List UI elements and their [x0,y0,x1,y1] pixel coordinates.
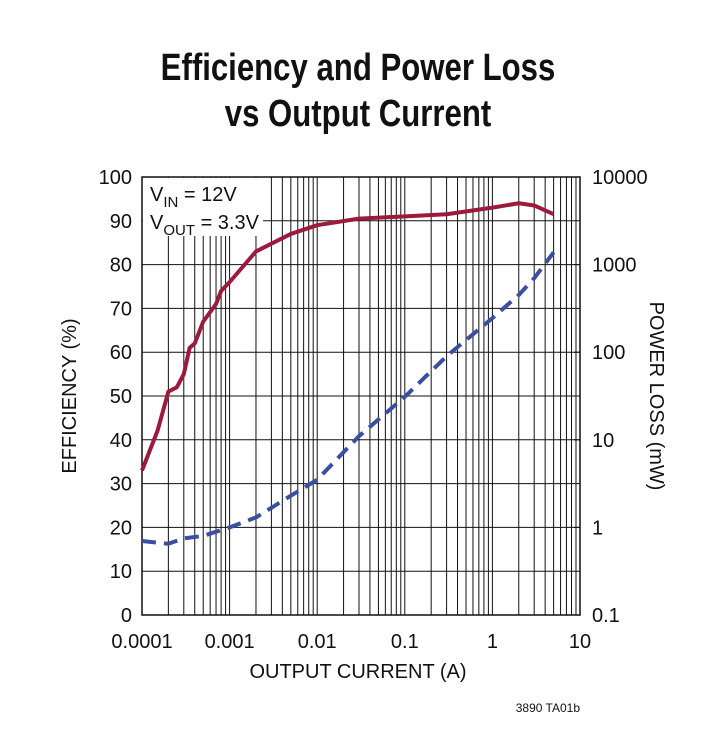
y-tick-label: 20 [110,517,132,539]
annotation-part: OUT [163,222,195,239]
title-group: Efficiency and Power Loss vs Output Curr… [161,47,556,135]
y-tick-label: 0 [121,605,132,627]
y2-tick-label: 0.1 [592,605,620,627]
y2-tick-label: 10000 [592,167,648,189]
footnote: 3890 TA01b [516,701,581,715]
annotation-part: = 3.3V [195,212,260,234]
x-tick-label: 10 [569,631,591,653]
y-tick-label: 70 [110,298,132,320]
y-tick-label: 10 [110,561,132,583]
y-tick-label: 90 [110,211,132,233]
y-tick-label: 60 [110,342,132,364]
y-tick-label: 30 [110,474,132,496]
y-tick-label: 50 [110,386,132,408]
series-line [141,251,556,546]
x-tick-label: 0.0001 [111,631,172,653]
y2-axis-label: POWER LOSS (mW) [645,302,667,491]
y-tick-label: 40 [110,430,132,452]
annotation-part: IN [163,194,178,211]
annotation-part: = 12V [178,184,237,206]
y2-tick-label: 10 [592,430,614,452]
y-tick-label: 100 [99,167,132,189]
x-axis-label: OUTPUT CURRENT (A) [249,661,466,683]
x-tick-label: 0.001 [205,631,255,653]
y2-tick-label: 100 [592,342,625,364]
annotation: VIN = 12V [150,184,237,211]
annotation-part: V [150,184,164,206]
chart-title: Efficiency and Power Loss [161,47,556,89]
x-tick-label: 0.1 [391,631,419,653]
annotation-box [143,178,263,236]
annotation-part: V [150,212,164,234]
x-tick-label: 1 [487,631,498,653]
y-axis-label: EFFICIENCY (%) [59,318,81,473]
series-line [140,201,555,472]
y2-tick-label: 1 [592,517,603,539]
y2-tick-label: 1000 [592,255,637,277]
annotation: VOUT = 3.3V [150,212,260,239]
plot-frame [141,176,581,616]
chart-title: vs Output Current [225,93,492,135]
x-tick-label: 0.01 [298,631,337,653]
y-tick-label: 80 [110,255,132,277]
